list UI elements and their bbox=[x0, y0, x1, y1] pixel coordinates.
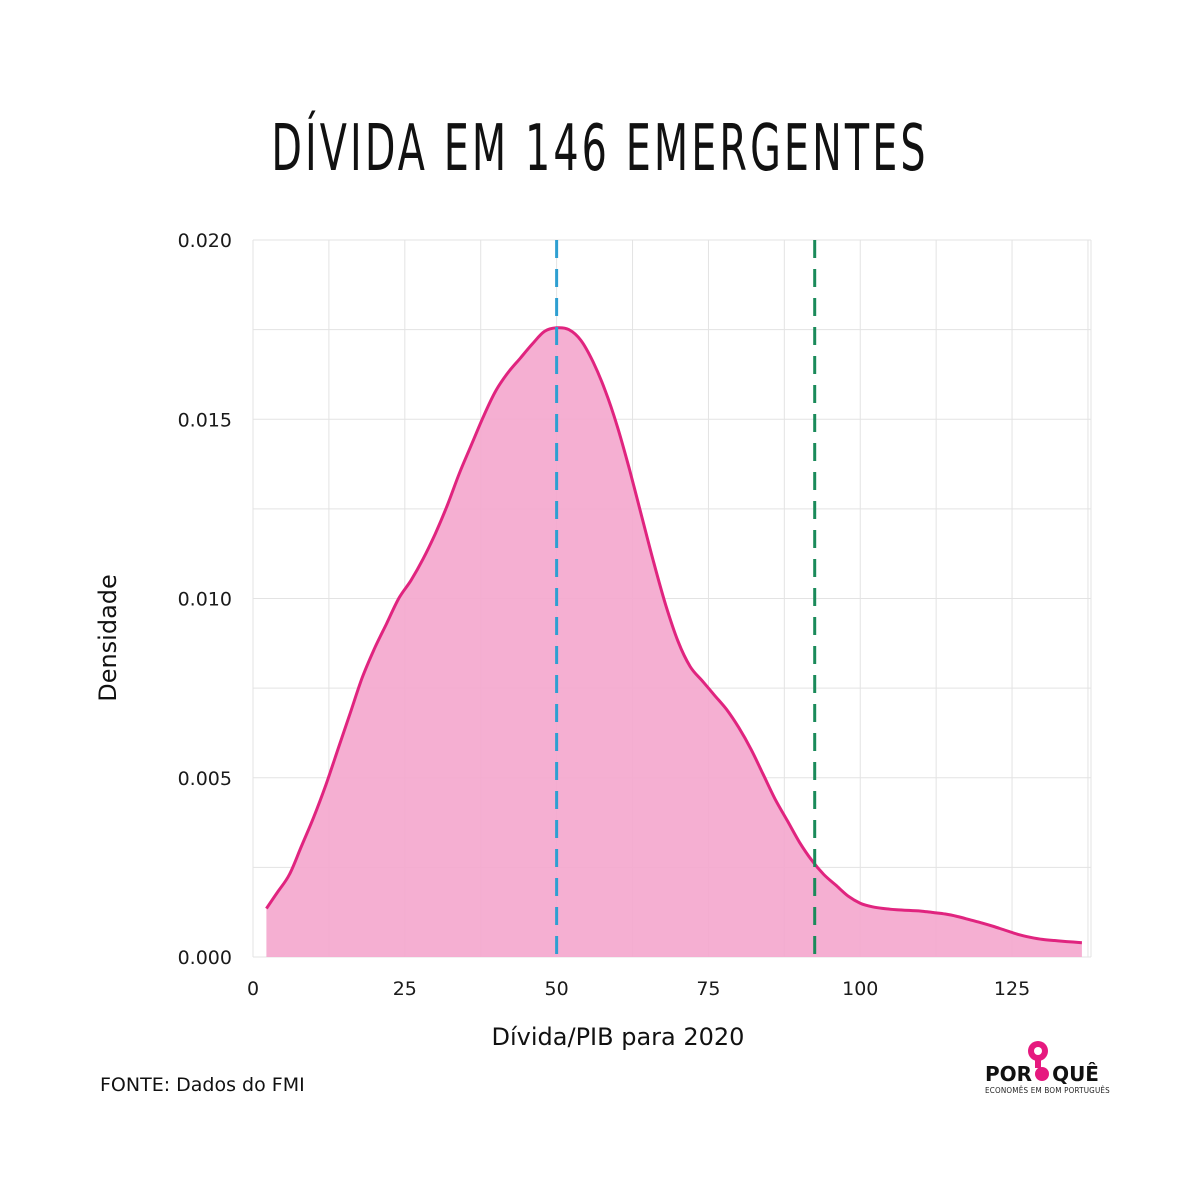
y-tick-label: 0.005 bbox=[178, 768, 232, 790]
logo-word-right: QUÊ bbox=[1052, 1062, 1099, 1086]
y-tick-label: 0.010 bbox=[178, 589, 232, 611]
question-mark-icon bbox=[1028, 1041, 1048, 1068]
x-tick-label: 25 bbox=[393, 978, 417, 1000]
x-axis-label: Dívida/PIB para 2020 bbox=[492, 1023, 745, 1051]
y-axis-label: Densidade bbox=[94, 574, 122, 702]
x-tick-label: 75 bbox=[696, 978, 720, 1000]
y-axis-ticks: 0.000 0.005 0.010 0.015 0.020 bbox=[178, 230, 232, 969]
y-tick-label: 0.000 bbox=[178, 947, 232, 969]
y-tick-label: 0.020 bbox=[178, 230, 232, 252]
source-note: FONTE: Dados do FMI bbox=[100, 1074, 305, 1096]
x-tick-label: 0 bbox=[247, 978, 259, 1000]
x-tick-label: 100 bbox=[842, 978, 878, 1000]
density-area bbox=[266, 327, 1082, 958]
logo-word-left: POR bbox=[985, 1062, 1033, 1086]
brand-logo: POR QUÊ ECONOMÊS EM BOM PORTUGUÊS bbox=[985, 1040, 1110, 1102]
logo-tagline: ECONOMÊS EM BOM PORTUGUÊS bbox=[985, 1086, 1110, 1095]
reference-lines bbox=[555, 240, 817, 957]
x-tick-label: 125 bbox=[994, 978, 1030, 1000]
chart-title: DÍVIDA EM 146 EMERGENTES bbox=[271, 112, 929, 186]
density-line bbox=[265, 326, 1083, 945]
density-area-layer bbox=[265, 326, 1083, 958]
logo-wordmark: POR QUÊ bbox=[985, 1062, 1099, 1086]
x-axis-ticks: 0 25 50 75 100 125 bbox=[247, 978, 1030, 1000]
y-tick-label: 0.015 bbox=[178, 409, 232, 431]
x-tick-label: 50 bbox=[545, 978, 569, 1000]
